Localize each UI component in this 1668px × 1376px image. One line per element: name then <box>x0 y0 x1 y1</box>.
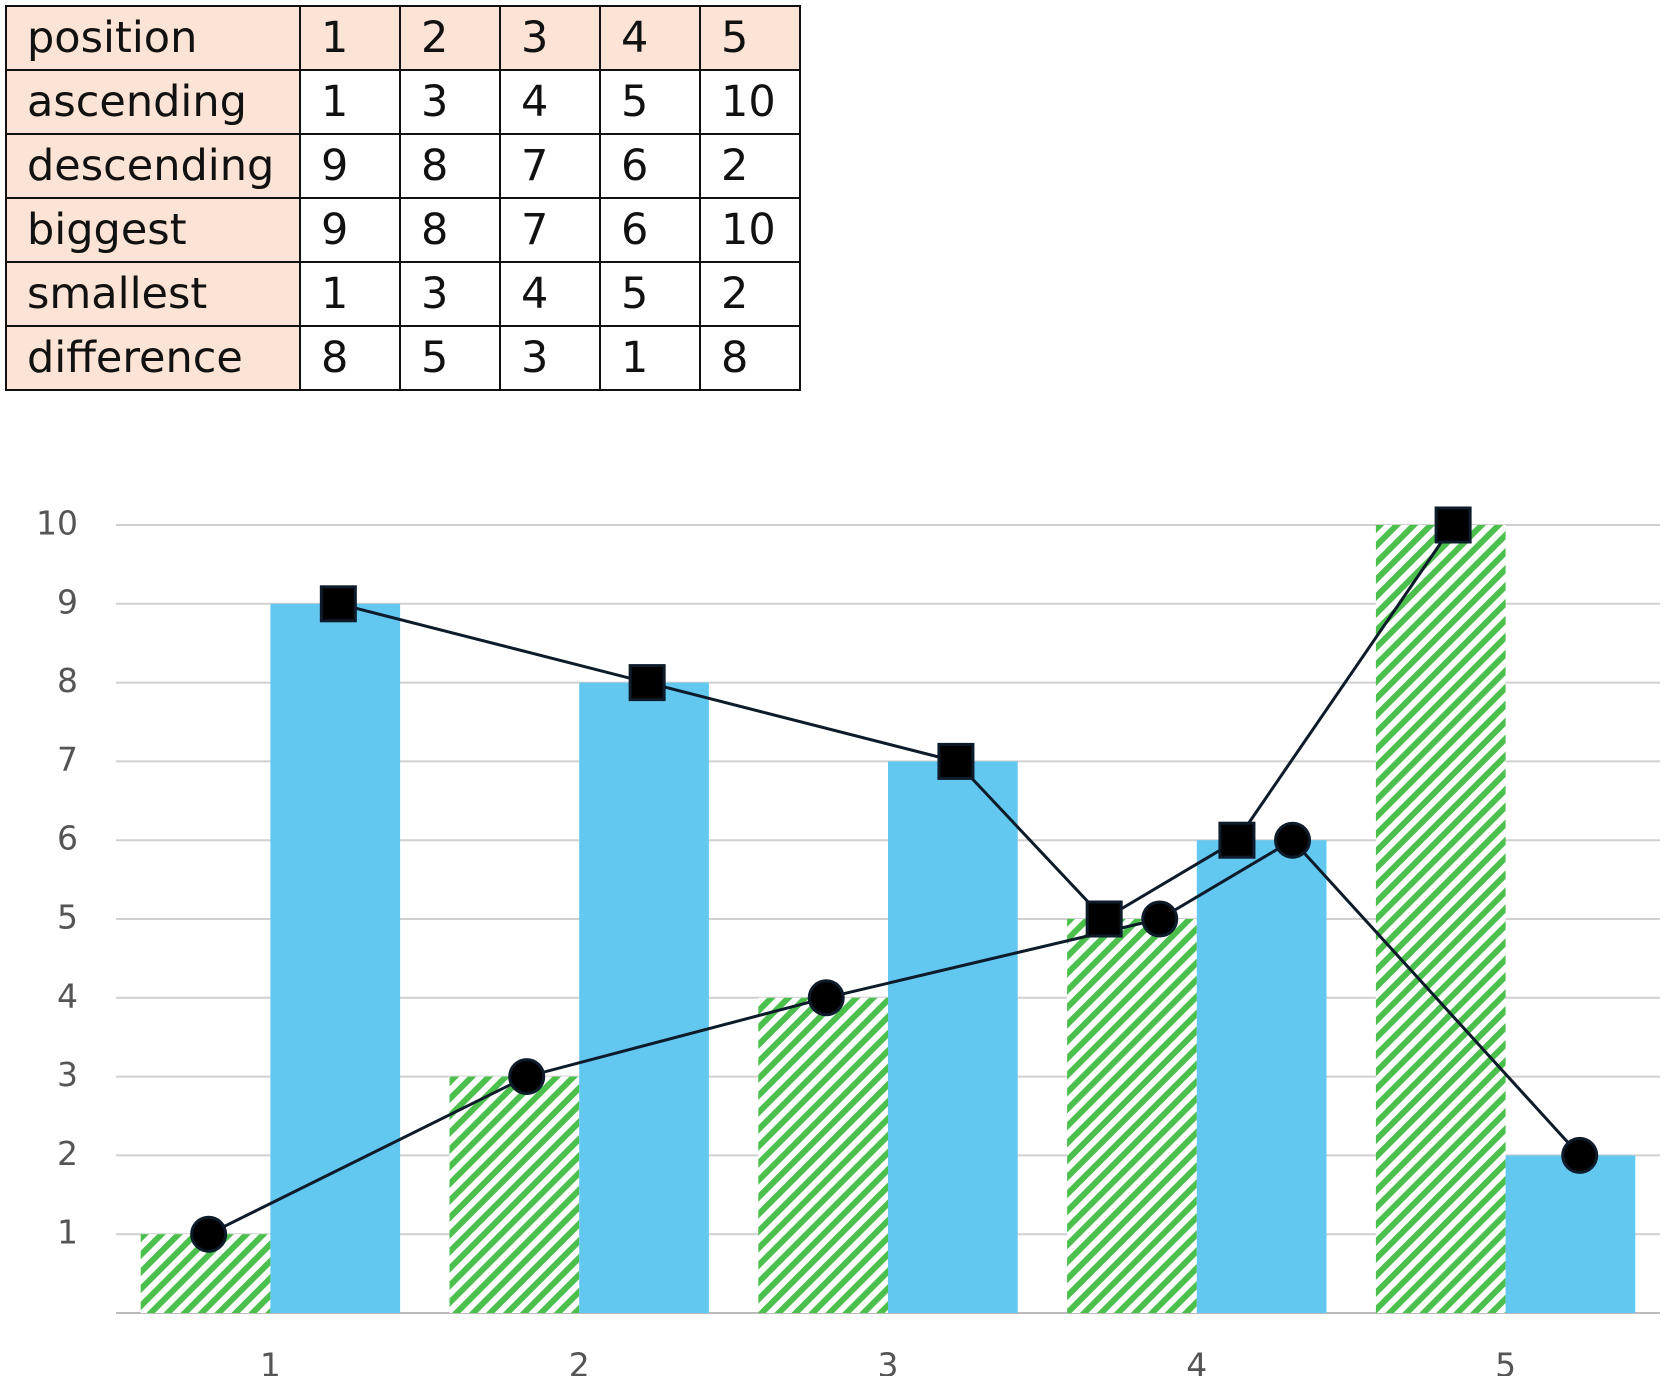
marker <box>1274 821 1312 859</box>
table-cell: 2 <box>699 261 801 327</box>
bar <box>1375 525 1506 1313</box>
y-tick-label: 6 <box>57 819 78 858</box>
bar <box>758 997 888 1313</box>
marker <box>1085 900 1123 938</box>
table-row: biggest 9 8 7 6 10 <box>5 197 801 263</box>
bar <box>1196 840 1327 1313</box>
bar <box>1067 919 1197 1313</box>
marker <box>807 979 845 1017</box>
table-cell: 10 <box>699 69 801 135</box>
table-cell: 1 <box>299 69 401 135</box>
x-tick-label: 1 <box>260 1346 281 1376</box>
table-cell: 6 <box>599 133 701 199</box>
line <box>337 524 1455 921</box>
marker <box>1141 900 1179 938</box>
y-tick-label: 5 <box>57 898 78 937</box>
data-table: position 1 2 3 4 5 ascending 1 3 4 5 10 descending 9 8… <box>5 5 801 391</box>
table-cell: 7 <box>499 197 601 263</box>
table-cell: 4 <box>499 261 601 327</box>
row-label: ascending <box>5 69 301 135</box>
row-label: difference <box>5 325 301 391</box>
x-tick-label: 5 <box>1495 1346 1516 1376</box>
table-cell: 4 <box>499 69 601 135</box>
marker <box>1218 821 1256 859</box>
table-cell: 1 <box>299 5 401 71</box>
marker <box>628 664 666 702</box>
y-tick-label: 1 <box>57 1213 78 1252</box>
x-tick-label: 3 <box>878 1346 899 1376</box>
y-tick-label: 8 <box>57 661 78 700</box>
bar <box>449 1076 580 1313</box>
line <box>207 838 1581 1236</box>
bar <box>270 603 401 1313</box>
table-cell: 3 <box>399 69 501 135</box>
table-cell: 5 <box>399 325 501 391</box>
table-cell: 5 <box>599 261 701 327</box>
table-cell: 1 <box>599 325 701 391</box>
table-cell: 9 <box>299 133 401 199</box>
y-tick-label: 3 <box>57 1055 78 1094</box>
y-tick-label: 10 <box>36 504 78 543</box>
table-cell: 9 <box>299 197 401 263</box>
table-cell: 1 <box>299 261 401 327</box>
x-tick-label: 4 <box>1186 1346 1207 1376</box>
table-cell: 4 <box>599 5 701 71</box>
table-cell: 3 <box>499 325 601 391</box>
table-cell: 7 <box>499 133 601 199</box>
table-cell: 10 <box>699 197 801 263</box>
table-cell: 5 <box>599 69 701 135</box>
row-label: position <box>5 5 301 71</box>
table-cell: 3 <box>399 261 501 327</box>
marker <box>1434 506 1472 544</box>
table-row: difference 8 5 3 1 8 <box>5 325 801 391</box>
bar <box>888 761 1018 1313</box>
x-tick-label: 2 <box>569 1346 590 1376</box>
table-cell: 5 <box>699 5 801 71</box>
table-cell: 8 <box>399 133 501 199</box>
marker <box>937 742 975 780</box>
table-row: descending 9 8 7 6 2 <box>5 133 801 199</box>
table-cell: 2 <box>699 133 801 199</box>
table-row: position 1 2 3 4 5 <box>5 5 801 71</box>
bar <box>1505 1155 1636 1313</box>
table-cell: 8 <box>699 325 801 391</box>
marker <box>1561 1136 1599 1174</box>
table-cell: 3 <box>499 5 601 71</box>
y-tick-label: 7 <box>57 740 78 779</box>
row-label: biggest <box>5 197 301 263</box>
marker <box>190 1215 228 1253</box>
marker <box>508 1058 546 1096</box>
table-cell: 8 <box>299 325 401 391</box>
bar <box>579 682 709 1313</box>
row-label: smallest <box>5 261 301 327</box>
table-cell: 6 <box>599 197 701 263</box>
marker <box>319 585 357 623</box>
y-tick-label: 4 <box>57 976 78 1015</box>
table-row: smallest 1 3 4 5 2 <box>5 261 801 327</box>
table-cell: 2 <box>399 5 501 71</box>
y-tick-label: 9 <box>57 582 78 621</box>
table-row: ascending 1 3 4 5 10 <box>5 69 801 135</box>
row-label: descending <box>5 133 301 199</box>
table-cell: 8 <box>399 197 501 263</box>
y-tick-label: 2 <box>57 1134 78 1173</box>
